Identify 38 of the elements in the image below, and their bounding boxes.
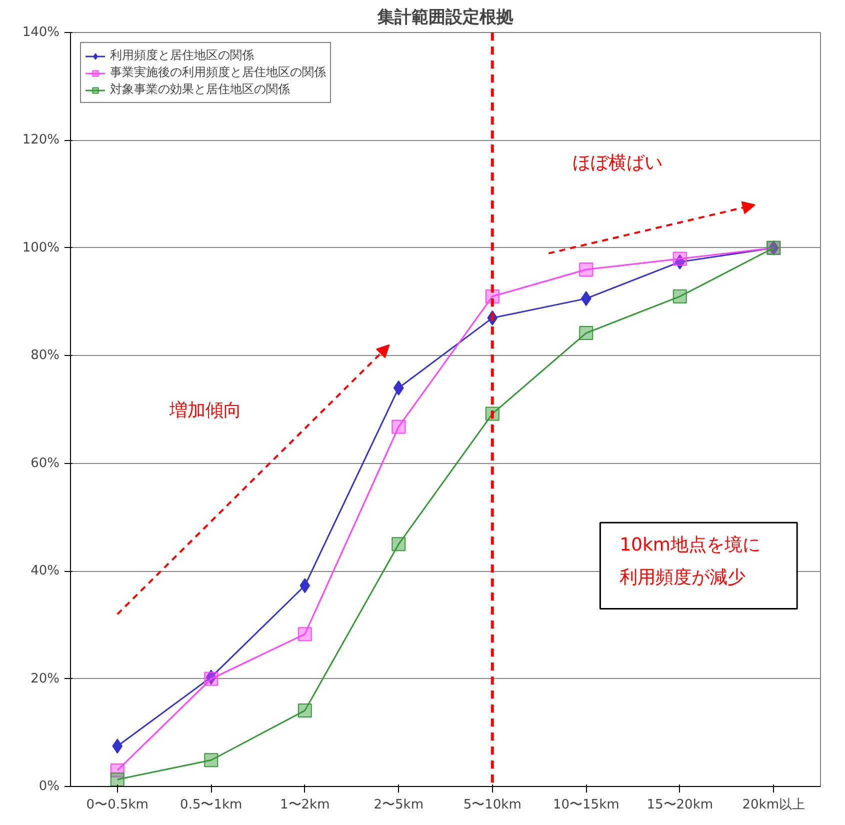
point — [392, 537, 406, 552]
y-tick-label: 60% — [30, 456, 60, 471]
legend-label: 対象事業の効果と居住地区の関係 — [110, 81, 290, 98]
point — [298, 704, 312, 718]
point — [392, 420, 406, 434]
point — [579, 262, 594, 276]
point — [204, 753, 218, 768]
y-tick-label: 120% — [22, 132, 60, 148]
y-tick-label: 40% — [30, 564, 60, 579]
x-tick-label: 2〜5km — [374, 798, 424, 812]
point — [298, 627, 312, 642]
chart-title: 集計範囲設定根拠 — [376, 8, 514, 28]
point — [110, 772, 124, 786]
annotation: ほぼ横ばい — [572, 152, 663, 174]
y-tick-label: 100% — [22, 240, 60, 256]
y-tick-label: 80% — [30, 348, 60, 364]
point — [393, 380, 404, 396]
point — [300, 578, 310, 594]
x-tick-label: 5〜10km — [463, 798, 522, 812]
y-tick-label: 20% — [30, 671, 60, 686]
point — [112, 738, 123, 754]
y-tick-label: 140% — [22, 25, 60, 40]
annotation: 増加傾向 — [168, 400, 242, 422]
legend-label: 事業実施後の利用頻度と居住地区の関係 — [110, 64, 326, 81]
y-tick-label: 0% — [38, 779, 60, 794]
point — [579, 326, 594, 340]
x-tick-label: 15〜20km — [646, 798, 714, 812]
point — [672, 289, 687, 304]
x-tick-label: 0.5〜1km — [180, 798, 242, 812]
point — [580, 291, 592, 306]
annotation: 10km地点を境に — [620, 534, 760, 556]
legend-label: 利用頻度と居住地区の関係 — [110, 47, 254, 64]
annotation: 利用頻度が減少 — [620, 567, 746, 588]
x-tick-label: 0〜0.5km — [86, 798, 148, 812]
x-tick-label: 20km以上 — [742, 798, 805, 812]
x-tick-label: 10〜15km — [552, 798, 620, 812]
point — [672, 252, 687, 266]
x-tick-label: 1〜2km — [280, 798, 330, 812]
